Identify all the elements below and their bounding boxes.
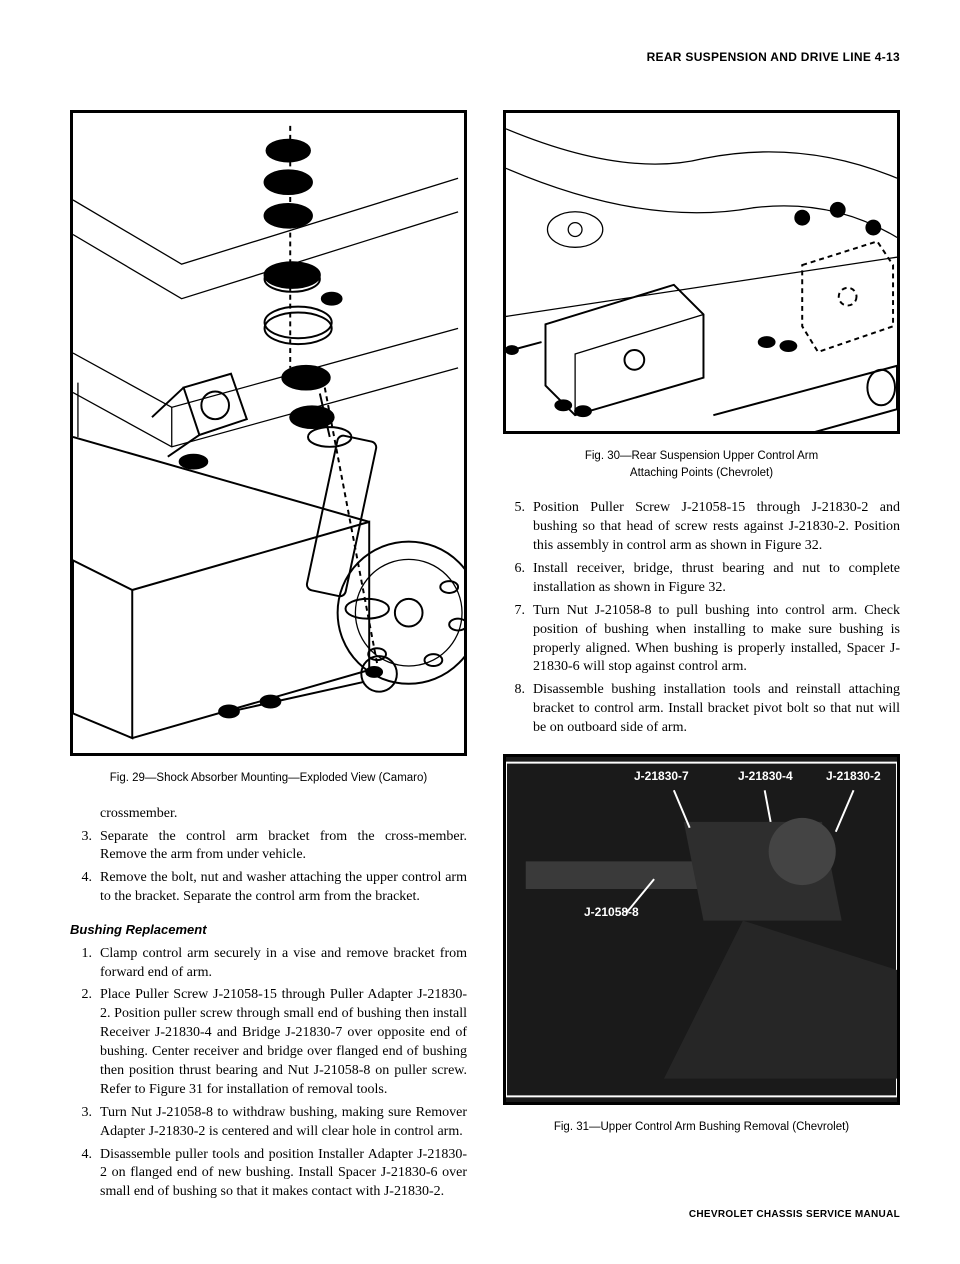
label-j218302: J-21830-2 (826, 769, 881, 783)
subhead-bushing: Bushing Replacement (70, 921, 467, 939)
bushing-3: 3.Turn Nut J-21058-8 to withdraw bushing… (70, 1104, 467, 1142)
right-text: 5.Position Puller Screw J-21058-15 throu… (503, 499, 900, 738)
two-columns: Fig. 29—Shock Absorber Mounting—Exploded… (70, 110, 900, 1206)
right-5: 5.Position Puller Screw J-21058-15 throu… (503, 499, 900, 556)
left-text: crossmember. 3.Separate the control arm … (70, 805, 467, 1203)
fig30-caption-l1: Fig. 30—Rear Suspension Upper Control Ar… (585, 450, 818, 462)
right-7: 7.Turn Nut J-21058-8 to pull bushing int… (503, 602, 900, 678)
control-arm-drawing (506, 113, 897, 431)
right-8: 8.Disassemble bushing installation tools… (503, 681, 900, 738)
crossmember-line: crossmember. (100, 805, 467, 824)
bushing-removal-photo (506, 757, 897, 1102)
item-4: 4.Remove the bolt, nut and washer attach… (70, 869, 467, 907)
label-j210588: J-21058-8 (584, 905, 639, 919)
page-footer: CHEVROLET CHASSIS SERVICE MANUAL (689, 1209, 900, 1220)
right-column: Fig. 30—Rear Suspension Upper Control Ar… (503, 110, 900, 1206)
figure-31-caption: Fig. 31—Upper Control Arm Bushing Remova… (503, 1119, 900, 1136)
left-list-2: 1.Clamp control arm securely in a vise a… (70, 945, 467, 1203)
figure-29-caption: Fig. 29—Shock Absorber Mounting—Exploded… (70, 770, 467, 787)
figure-29 (70, 110, 467, 756)
shock-absorber-drawing (73, 113, 464, 753)
bushing-1: 1.Clamp control arm securely in a vise a… (70, 945, 467, 983)
fig30-caption-l2: Attaching Points (Chevrolet) (630, 467, 773, 479)
content-area: REAR SUSPENSION AND DRIVE LINE 4-13 (70, 50, 900, 1220)
right-list: 5.Position Puller Screw J-21058-15 throu… (503, 499, 900, 738)
left-list-1: 3.Separate the control arm bracket from … (70, 828, 467, 908)
item-3: 3.Separate the control arm bracket from … (70, 828, 467, 866)
label-j218307: J-21830-7 (634, 769, 689, 783)
figure-31: J-21830-7 J-21830-4 J-21830-2 J-21058-8 (503, 754, 900, 1105)
left-column: Fig. 29—Shock Absorber Mounting—Exploded… (70, 110, 467, 1206)
figure-30-caption: Fig. 30—Rear Suspension Upper Control Ar… (503, 448, 900, 481)
bushing-2: 2.Place Puller Screw J-21058-15 through … (70, 986, 467, 1099)
label-j218304: J-21830-4 (738, 769, 793, 783)
figure-30 (503, 110, 900, 434)
right-6: 6.Install receiver, bridge, thrust beari… (503, 560, 900, 598)
page: REAR SUSPENSION AND DRIVE LINE 4-13 (0, 0, 960, 1264)
bushing-4: 4.Disassemble puller tools and position … (70, 1146, 467, 1203)
page-header: REAR SUSPENSION AND DRIVE LINE 4-13 (647, 50, 900, 64)
